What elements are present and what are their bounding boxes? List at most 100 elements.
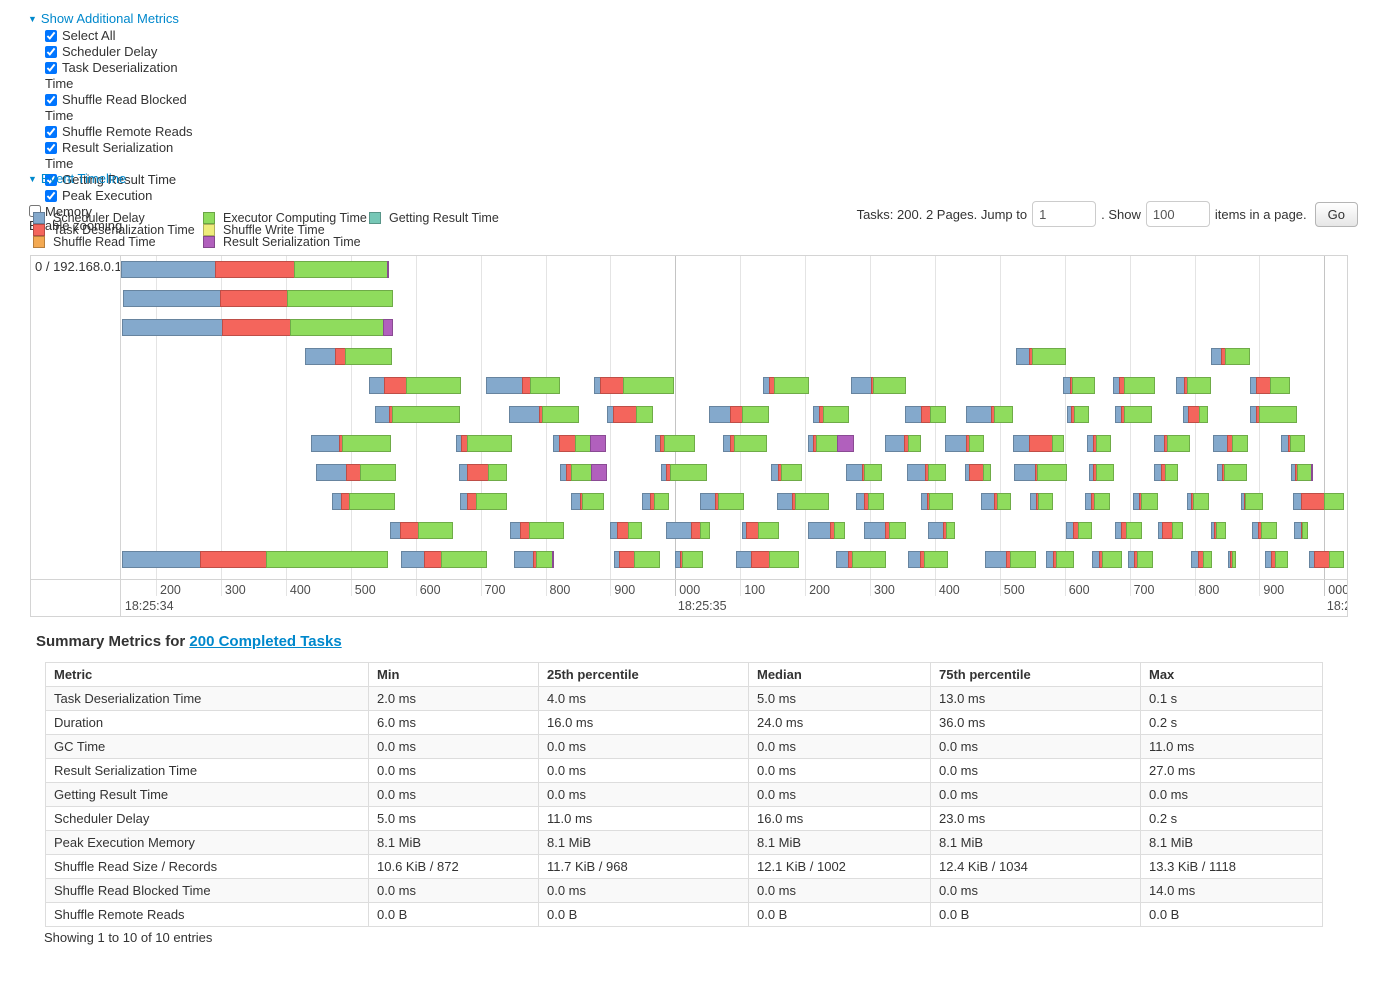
- ec-segment: [1072, 377, 1096, 394]
- ec-segment: [669, 464, 707, 481]
- column-header[interactable]: 25th percentile: [538, 662, 749, 687]
- ec-segment: [1095, 464, 1115, 481]
- task-bar: [812, 406, 850, 423]
- metric-checkbox[interactable]: [45, 30, 57, 42]
- rs-segment: [383, 319, 394, 336]
- rs-segment: [589, 435, 606, 452]
- metric-checkbox[interactable]: [45, 46, 57, 58]
- ec-segment: [475, 493, 508, 510]
- task-bar: [571, 493, 605, 510]
- task-bar: [846, 464, 883, 481]
- metric-value-cell: 0.0 ms: [368, 878, 539, 903]
- timeline-gridline: [220, 256, 222, 596]
- metric-checkbox[interactable]: [45, 190, 57, 202]
- ec-segment: [1141, 493, 1158, 510]
- ec-segment: [742, 406, 770, 423]
- metric-value-cell: 5.0 ms: [748, 686, 931, 711]
- timeline-gridline: [350, 256, 352, 596]
- legend-label: Result Serialization Time: [223, 235, 361, 249]
- metric-value-cell: 8.1 MiB: [748, 830, 931, 855]
- ec-segment: [1187, 377, 1212, 394]
- metric-value-cell: 8.1 MiB: [538, 830, 749, 855]
- task-bar: [368, 377, 461, 394]
- task-bar: [552, 435, 606, 452]
- timeline-gridline: [415, 256, 417, 596]
- task-bar: [864, 522, 907, 539]
- sd-segment: [984, 551, 1007, 568]
- ec-segment: [969, 435, 985, 452]
- ec-segment: [1269, 377, 1290, 394]
- metric-checkbox[interactable]: [45, 142, 57, 154]
- ec-segment: [864, 464, 883, 481]
- ec-segment: [1010, 551, 1037, 568]
- metric-value-cell: 23.0 ms: [930, 806, 1141, 831]
- jump-to-page-input[interactable]: [1032, 201, 1097, 227]
- metric-value-cell: 0.0 ms: [748, 878, 931, 903]
- metric-value-cell: 0.0 ms: [538, 782, 749, 807]
- legend-label: Scheduler Delay: [53, 211, 145, 225]
- task-bar: [1249, 377, 1290, 394]
- ec-segment: [682, 551, 704, 568]
- sd-segment: [1014, 464, 1037, 481]
- metric-checkbox-item: Result Serialization Time: [45, 140, 195, 172]
- ec-segment: [417, 522, 453, 539]
- sd-segment: [851, 377, 872, 394]
- task-bar: [981, 493, 1012, 510]
- td-segment: [423, 551, 442, 568]
- task-bar: [1132, 493, 1158, 510]
- task-bar: [1217, 464, 1247, 481]
- sd-segment: [122, 290, 221, 307]
- sd-segment: [846, 464, 863, 481]
- task-bar: [1249, 406, 1298, 423]
- go-button[interactable]: Go: [1314, 201, 1358, 227]
- metric-checkbox-label: Shuffle Remote Reads: [62, 124, 193, 139]
- metric-checkbox[interactable]: [45, 174, 57, 186]
- rs-segment: [386, 261, 389, 278]
- column-header[interactable]: 75th percentile: [930, 662, 1141, 687]
- ec-segment: [945, 522, 955, 539]
- ec-segment: [823, 406, 850, 423]
- task-bar: [1281, 435, 1306, 452]
- ec-segment: [530, 377, 560, 394]
- metric-value-cell: 10.6 KiB / 872: [368, 854, 539, 879]
- caret-down-icon: ▼: [28, 14, 37, 24]
- rs-segment: [837, 435, 854, 452]
- legend-label: Task Deserialization Time: [53, 223, 195, 237]
- task-bar: [1290, 464, 1314, 481]
- ec-segment: [1224, 348, 1250, 365]
- ec-segment: [717, 493, 744, 510]
- td-segment: [219, 290, 288, 307]
- timeline-gridline: [1259, 256, 1261, 596]
- ec-segment: [467, 435, 513, 452]
- legend-label: Getting Result Time: [389, 211, 499, 225]
- ec-segment: [342, 435, 391, 452]
- column-header[interactable]: Max: [1140, 662, 1323, 687]
- timeline-gridline: [675, 256, 677, 596]
- metric-value-cell: 0.0 ms: [1140, 782, 1323, 807]
- grt-legend-swatch-icon: [369, 212, 381, 224]
- metric-checkbox-label: Task Deserialization Time: [45, 60, 178, 91]
- items-per-page-input[interactable]: [1145, 201, 1210, 227]
- task-bar: [1063, 377, 1096, 394]
- sd-segment: [709, 406, 732, 423]
- event-timeline-toggle[interactable]: ▼ Event Timeline: [28, 171, 127, 186]
- column-header[interactable]: Metric: [45, 662, 369, 687]
- task-bar: [1016, 348, 1066, 365]
- ec-segment: [528, 522, 564, 539]
- column-header[interactable]: Min: [368, 662, 539, 687]
- metric-checkbox[interactable]: [45, 62, 57, 74]
- metric-checkbox[interactable]: [45, 126, 57, 138]
- metric-checkbox[interactable]: [45, 94, 57, 106]
- metric-value-cell: 0.0 ms: [368, 734, 539, 759]
- task-bar: [944, 435, 985, 452]
- metric-value-cell: 0.2 s: [1140, 806, 1323, 831]
- timeline-gridline: [740, 256, 742, 596]
- task-bar: [709, 406, 770, 423]
- ec-segment: [664, 435, 696, 452]
- ec-segment: [1077, 522, 1092, 539]
- metric-name-cell: Duration: [45, 710, 369, 735]
- show-additional-metrics-toggle[interactable]: ▼ Show Additional Metrics: [28, 11, 179, 26]
- ec-segment: [345, 348, 392, 365]
- column-header[interactable]: Median: [748, 662, 931, 687]
- completed-tasks-link[interactable]: 200 Completed Tasks: [189, 633, 342, 650]
